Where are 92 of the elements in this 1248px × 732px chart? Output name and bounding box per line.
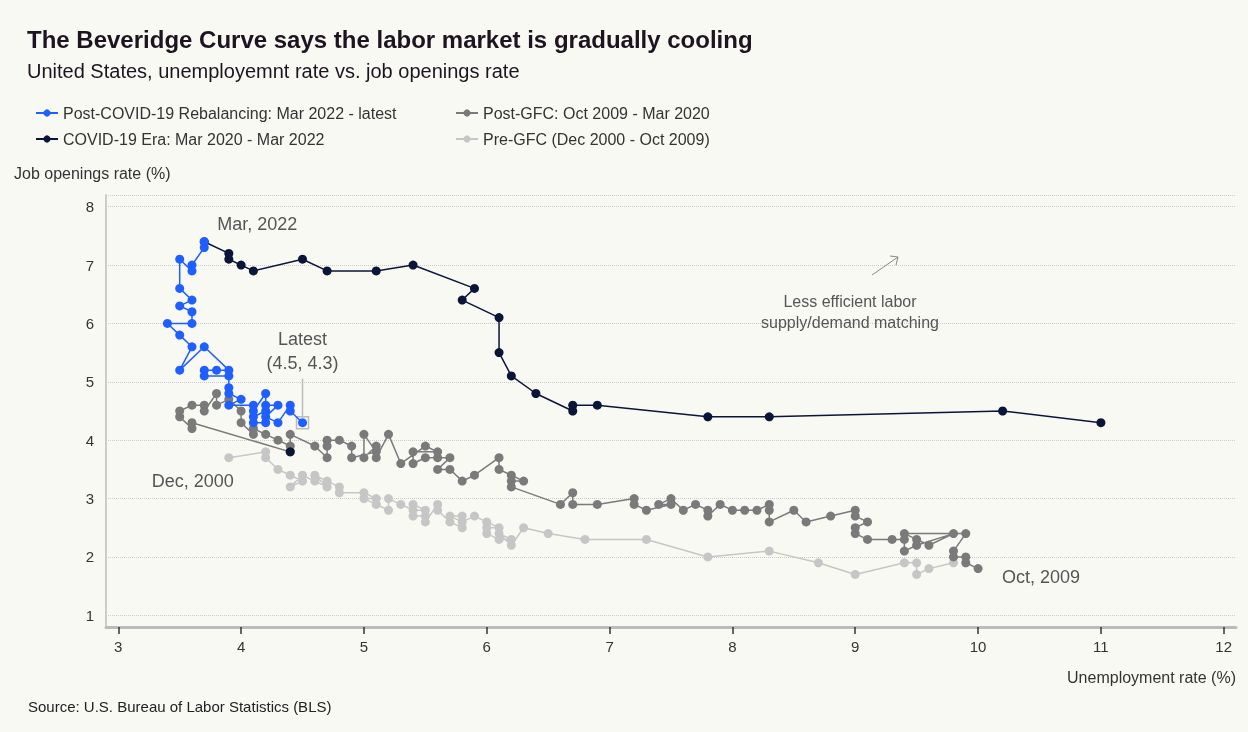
annotation: Less efficient labor supply/demand matching [761, 293, 939, 331]
point [912, 558, 922, 568]
y-tick-label: 6 [85, 314, 94, 332]
point [248, 418, 258, 428]
point [261, 388, 271, 398]
point [236, 260, 246, 270]
point [236, 394, 246, 404]
x-tick-label: 7 [605, 638, 614, 655]
y-tick-label: 8 [85, 198, 94, 216]
point [506, 371, 516, 381]
point [175, 365, 185, 375]
x-tick-label: 9 [851, 638, 860, 655]
annotation: Latest (4.5, 4.3) [266, 328, 339, 373]
point [899, 558, 909, 568]
point [408, 499, 418, 509]
y-tick-label: 7 [85, 256, 94, 274]
point [298, 254, 308, 264]
point [199, 342, 209, 352]
point [457, 295, 467, 305]
point [187, 295, 197, 305]
source-note: Source: U.S. Bureau of Labor Statistics (BLS) [28, 697, 332, 715]
point [592, 400, 602, 410]
point [175, 301, 185, 311]
point [850, 569, 860, 579]
x-tick-label: 4 [236, 638, 246, 655]
point [384, 505, 393, 515]
point [531, 388, 541, 398]
point [396, 499, 406, 509]
point [1096, 418, 1106, 428]
legend-label: COVID-19 Era: Mar 2020 - Mar 2022 [63, 130, 325, 148]
point [703, 552, 713, 562]
point [998, 406, 1008, 416]
x-tick-label: 12 [1215, 638, 1233, 655]
point [764, 412, 774, 422]
x-tick-label: 8 [728, 638, 737, 655]
point [224, 400, 234, 410]
x-tick-label: 11 [1093, 638, 1109, 655]
point [212, 365, 222, 375]
x-tick-label: 10 [969, 638, 987, 655]
point [175, 283, 185, 293]
point [703, 412, 713, 422]
point [641, 534, 651, 544]
point [224, 248, 234, 258]
point [912, 569, 922, 579]
y-tick-label: 3 [85, 490, 94, 508]
point [224, 453, 234, 463]
point [187, 318, 197, 328]
point [543, 529, 553, 539]
point [187, 342, 197, 352]
point [187, 307, 197, 317]
legend-label: Post-COVID-19 Rebalancing: Mar 2022 - latest [63, 104, 398, 122]
annotation: Dec, 2000 [151, 470, 234, 491]
chart-subtitle: United States, unemployemnt rate vs. job openings rate [27, 60, 520, 82]
point [764, 546, 774, 556]
point [494, 348, 504, 358]
point [384, 494, 393, 504]
point [273, 418, 283, 428]
chart-title: The Beveridge Curve says the labor market is gradually cooling [27, 25, 753, 53]
annotation: Oct, 2009 [1002, 566, 1081, 587]
point [359, 494, 369, 504]
y-tick-label: 4 [85, 431, 94, 449]
point [408, 260, 418, 270]
point [285, 482, 295, 492]
point [469, 511, 479, 521]
point [175, 254, 185, 264]
point [273, 464, 283, 474]
point [580, 534, 590, 544]
point [261, 400, 271, 410]
point [322, 266, 332, 276]
legend-label: Post-GFC: Oct 2009 - Mar 2020 [483, 104, 710, 122]
point [199, 243, 209, 253]
point [285, 470, 295, 480]
annotation: Mar, 2022 [217, 213, 298, 234]
point [469, 283, 479, 293]
point [175, 330, 185, 340]
x-axis-title: Unemployment rate (%) [1067, 668, 1236, 686]
y-tick-label: 1 [85, 606, 94, 624]
x-tick-label: 3 [114, 638, 123, 655]
y-tick-label: 5 [85, 373, 94, 391]
point [813, 558, 823, 568]
point [162, 318, 172, 328]
point [371, 266, 381, 276]
x-tick-label: 6 [482, 638, 491, 655]
legend-label: Pre-GFC (Dec 2000 - Oct 2009) [483, 130, 710, 148]
y-tick-label: 2 [85, 548, 94, 566]
point [519, 523, 529, 533]
point [924, 564, 934, 574]
point [248, 266, 258, 276]
point [273, 400, 283, 410]
point [494, 313, 504, 323]
y-axis-title: Job openings rate (%) [14, 164, 171, 182]
x-tick-label: 5 [359, 638, 369, 655]
